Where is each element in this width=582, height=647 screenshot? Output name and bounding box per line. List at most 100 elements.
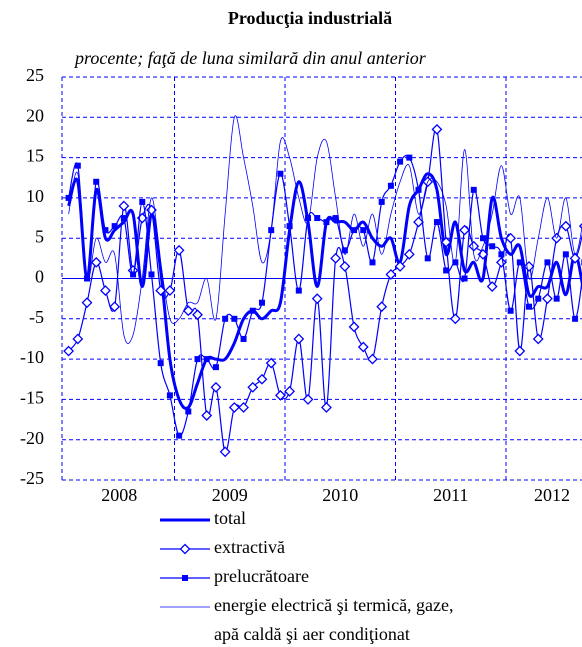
- data-point: [357, 341, 369, 353]
- series-line: [68, 115, 582, 344]
- data-point: [120, 215, 127, 222]
- data-point: [360, 227, 367, 234]
- data-point: [514, 345, 526, 357]
- data-point: [185, 408, 192, 415]
- data-point: [139, 198, 146, 205]
- data-point: [258, 299, 265, 306]
- data-point: [560, 220, 572, 232]
- data-point: [93, 178, 100, 185]
- data-point: [176, 432, 183, 439]
- data-point: [507, 307, 514, 314]
- data-point: [498, 251, 505, 258]
- data-point: [249, 307, 256, 314]
- data-point: [194, 356, 201, 363]
- data-point: [477, 248, 489, 260]
- data-point: [341, 247, 348, 254]
- y-tick-label: 25: [26, 65, 44, 85]
- data-point: [173, 244, 185, 256]
- data-point: [284, 385, 296, 397]
- data-point: [516, 259, 523, 266]
- data-point: [240, 335, 247, 342]
- data-point: [479, 235, 486, 242]
- data-point: [413, 216, 424, 228]
- data-point: [403, 248, 415, 260]
- chart-subtitle: procente; faţă de luna similară din anul…: [73, 48, 427, 68]
- data-point: [164, 285, 176, 297]
- data-point: [72, 333, 84, 345]
- legend-label: energie electrică şi termică, gaze,: [214, 595, 454, 615]
- x-tick-label: 2010: [322, 485, 358, 505]
- data-point: [369, 259, 376, 266]
- y-tick-label: 5: [35, 226, 44, 246]
- data-point: [378, 198, 385, 205]
- data-point: [148, 271, 155, 278]
- legend-marker: [179, 543, 191, 555]
- data-point: [424, 255, 431, 262]
- data-point: [222, 315, 229, 322]
- data-point: [431, 123, 443, 135]
- data-point: [406, 154, 413, 161]
- data-point: [486, 281, 498, 292]
- data-point: [562, 251, 569, 258]
- data-point: [81, 297, 93, 309]
- data-point: [348, 321, 360, 333]
- data-point: [118, 200, 130, 212]
- y-tick-label: -20: [20, 428, 44, 448]
- data-point: [265, 357, 277, 369]
- data-point: [231, 315, 238, 322]
- data-point: [219, 446, 231, 458]
- data-point: [376, 301, 388, 313]
- data-point: [155, 285, 167, 297]
- y-tick-label: 15: [26, 146, 44, 166]
- x-tick-label: 2008: [101, 485, 137, 505]
- data-point: [397, 158, 404, 165]
- data-point: [109, 301, 121, 313]
- data-point: [286, 223, 293, 230]
- x-tick-label: 2012: [534, 485, 570, 505]
- data-point: [351, 227, 358, 234]
- data-point: [443, 267, 450, 274]
- data-point: [65, 194, 72, 201]
- y-tick-label: -25: [20, 468, 44, 488]
- data-point: [323, 219, 330, 226]
- data-point: [295, 287, 302, 294]
- y-tick-label: -5: [29, 307, 44, 327]
- y-tick-label: 10: [26, 186, 44, 206]
- data-point: [468, 240, 480, 252]
- data-point: [459, 224, 470, 236]
- data-point: [489, 243, 496, 250]
- data-point: [553, 295, 560, 302]
- data-point: [367, 353, 378, 365]
- x-tick-label: 2011: [433, 485, 468, 505]
- data-point: [505, 232, 517, 244]
- data-point: [394, 260, 406, 272]
- data-point: [385, 269, 397, 280]
- data-point: [449, 313, 461, 325]
- data-point: [100, 285, 111, 297]
- data-point: [578, 222, 582, 230]
- data-point: [102, 227, 109, 234]
- data-point: [526, 303, 533, 310]
- legend-label: extractivă: [214, 537, 285, 557]
- legend-label: prelucrătoare: [214, 566, 309, 586]
- data-point: [572, 315, 579, 322]
- data-point: [111, 223, 118, 230]
- data-point: [182, 305, 194, 317]
- legend-label: total: [214, 508, 246, 528]
- data-point: [157, 360, 164, 367]
- data-point: [321, 402, 332, 413]
- data-point: [166, 392, 173, 399]
- data-point: [130, 271, 137, 278]
- data-point: [535, 295, 542, 302]
- y-tick-label: 0: [35, 267, 44, 287]
- data-point: [461, 275, 468, 282]
- data-point: [74, 162, 81, 169]
- data-point: [311, 293, 323, 305]
- data-point: [63, 345, 75, 357]
- data-point: [415, 186, 422, 193]
- data-point: [274, 389, 286, 401]
- data-point: [332, 215, 339, 222]
- data-point: [542, 293, 553, 305]
- data-point: [212, 364, 219, 371]
